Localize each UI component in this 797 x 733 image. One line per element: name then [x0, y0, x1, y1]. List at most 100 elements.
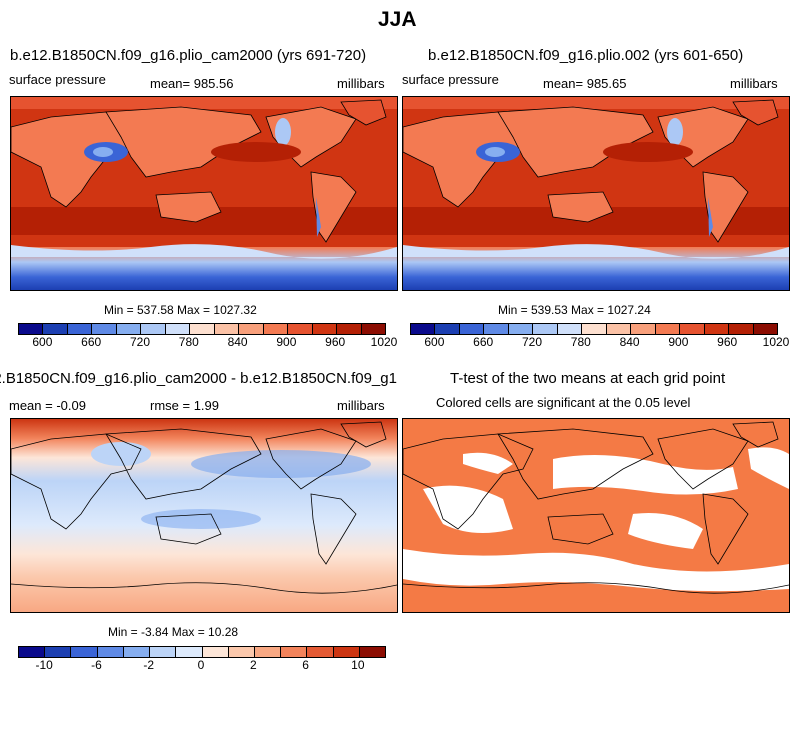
colorbar-tick-label: 900: [276, 335, 297, 349]
figure-title: JJA: [378, 8, 417, 31]
colorbar-box: [312, 324, 338, 334]
antarctic-rim: [403, 244, 789, 259]
colorbar-box: [557, 324, 583, 334]
colorbar-box: [165, 324, 191, 334]
greenland: [732, 99, 779, 126]
arctic-band: [11, 97, 397, 109]
colorbar-box: [123, 647, 151, 657]
colorbar-box: [361, 324, 386, 334]
colorbar-tick-label: 660: [81, 335, 102, 349]
south-america: [310, 171, 357, 243]
tibet-core: [93, 147, 113, 157]
arctic-band: [403, 97, 789, 109]
panel3-rmse-label: rmse = 1.99: [150, 398, 220, 413]
colorbar-tick-label: 840: [227, 335, 248, 349]
colorbar-box: [508, 324, 534, 334]
panel1-title: b.e12.B1850CN.f09_g16.plio_cam2000 (yrs …: [10, 47, 367, 64]
colorbar-box: [97, 647, 124, 657]
south-america-outline: [702, 493, 749, 565]
colorbar-tick-label: 10: [351, 658, 365, 672]
colorbar-box: [176, 647, 203, 657]
colorbar-box: [43, 324, 68, 334]
north-pacific-neg: [191, 450, 371, 478]
greenland-outline: [340, 421, 387, 448]
panel2-variable-label: surface pressure: [402, 72, 499, 87]
colorbar-box: [239, 324, 264, 334]
colorbar-box: [631, 324, 656, 334]
north-america-outline: [265, 428, 357, 490]
panel3-map: [10, 418, 398, 613]
colorbar-tick-label: -6: [91, 658, 102, 672]
panel1-map: [10, 96, 398, 291]
colorbar-box: [19, 324, 44, 334]
colorbar-box: [214, 324, 240, 334]
colorbar-tick-label: 2: [249, 658, 257, 672]
colorbar-box: [71, 647, 98, 657]
colorbar-tick-label: 720: [521, 335, 543, 349]
nonsig-indian-ocean: [423, 485, 513, 533]
colorbar-box: [254, 647, 282, 657]
panel3-colorbar-ticks: -10 -6 -2 0 2 6 10: [18, 658, 384, 674]
panel2-map: [402, 96, 790, 291]
colorbar-box: [141, 324, 166, 334]
colorbar-box: [680, 324, 705, 334]
nonsig-atlantic: [748, 447, 789, 489]
colorbar-box: [606, 324, 632, 334]
colorbar-tick-label: 1020: [370, 335, 398, 349]
colorbar-tick-label: 960: [717, 335, 738, 349]
panel3-units-label: millibars: [337, 398, 385, 413]
colorbar-box: [19, 647, 46, 657]
colorbar-tick-label: 960: [325, 335, 346, 349]
asia-outline: [497, 428, 654, 500]
colorbar-box: [333, 647, 360, 657]
colorbar-tick-label: 720: [129, 335, 151, 349]
colorbar-box: [484, 324, 509, 334]
rockies-low: [667, 118, 683, 146]
panel1-map-svg: [11, 97, 397, 290]
nonsig-eurasia: [463, 452, 513, 474]
colorbar-tick-label: 780: [570, 335, 591, 349]
africa-eurasia-outline: [11, 433, 142, 530]
colorbar-tick-label: 840: [619, 335, 640, 349]
asia-outline: [105, 428, 262, 500]
panel3-map-svg: [11, 419, 397, 612]
andes-low: [316, 197, 321, 237]
pacific-high: [603, 142, 693, 162]
colorbar-box: [281, 647, 308, 657]
colorbar-box: [116, 324, 142, 334]
colorbar-box: [150, 647, 177, 657]
colorbar-box: [45, 647, 72, 657]
colorbar-tick-label: 660: [473, 335, 494, 349]
tibet-core: [485, 147, 505, 157]
panel4-title: T-test of the two means at each grid poi…: [450, 370, 726, 387]
panel3-colorbar: [18, 646, 386, 658]
south-america-outline: [310, 493, 357, 565]
colorbar-box: [67, 324, 93, 334]
panel3-title-clip: b.e12.B1850CN.f09_g16.plio_cam2000 - b.e…: [0, 368, 397, 390]
colorbar-tick-label: -2: [143, 658, 155, 672]
colorbar-tick-label: 1020: [762, 335, 790, 349]
colorbar-box: [228, 647, 255, 657]
colorbar-box: [190, 324, 215, 334]
nonsig-southern-ocean: [403, 549, 789, 592]
panel2-title: b.e12.B1850CN.f09_g16.plio.002 (yrs 601-…: [428, 47, 744, 64]
africa-eurasia-outline: [403, 433, 534, 530]
antarctica-outline: [11, 582, 397, 594]
colorbar-box: [263, 324, 289, 334]
panel1-mean-label: mean= 985.56: [150, 76, 234, 91]
panel3-mean-label: mean = -0.09: [9, 398, 86, 413]
australia: [547, 191, 614, 223]
panel1-minmax: Min = 537.58 Max = 1027.32: [104, 303, 257, 317]
panel1-colorbar-ticks: 600 660 720 780 840 900 960 1020: [18, 335, 397, 351]
colorbar-tick-label: 900: [668, 335, 689, 349]
colorbar-tick-label: 0: [197, 658, 205, 672]
australia-outline: [155, 513, 222, 545]
panel3-title: b.e12.B1850CN.f09_g16.plio_cam2000 - b.e…: [0, 370, 397, 387]
eurasia-neg: [91, 442, 151, 466]
australia-outline: [547, 513, 614, 545]
colorbar-box: [359, 647, 386, 657]
panel2-map-svg: [403, 97, 789, 290]
greenland: [340, 99, 387, 126]
panel1-variable-label: surface pressure: [9, 72, 106, 87]
colorbar-tick-label: 600: [32, 335, 53, 349]
